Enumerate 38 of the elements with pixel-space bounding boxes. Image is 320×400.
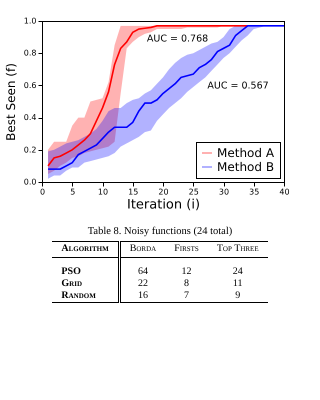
data-label: 16 [136, 290, 149, 302]
text: Algorithm [52, 242, 120, 257]
text: Top Three [208, 242, 268, 257]
data-label: 64 [136, 264, 149, 278]
x-tick-label: 30 [218, 188, 230, 196]
x-tick-label: 35 [249, 188, 260, 196]
x-tick-label: 15 [128, 188, 138, 196]
x-axis-title: Iteration (i) [126, 198, 200, 212]
category-label: PSO [52, 257, 120, 278]
text: Table 8. Noisy functions (24 total) [86, 226, 234, 237]
category-label: Grid [52, 278, 120, 290]
data-label: 8 [183, 278, 190, 290]
data-label: 12 [180, 264, 193, 278]
y-tick-label: 0.2 [24, 145, 36, 154]
x-tick-label: 20 [158, 188, 169, 196]
y-tick-label: 1.0 [24, 16, 36, 26]
x-tick-label: 0 [40, 188, 46, 196]
data-label: 7 [183, 290, 190, 302]
category-label: Random [52, 290, 120, 302]
y-tick-label: 0.0 [24, 178, 36, 186]
data-label: 9 [234, 290, 242, 302]
text: Borda [119, 242, 166, 257]
y-axis-title: Best Seen (f) [4, 63, 18, 141]
y-tick-label: 0.8 [24, 48, 36, 58]
data-label: 22 [136, 278, 149, 290]
data-label: 11 [232, 278, 244, 290]
y-tick-label: 0.4 [24, 113, 36, 122]
x-tick-label: 40 [279, 188, 290, 196]
legend-label: Method B [217, 160, 274, 174]
x-tick-label: 25 [188, 188, 199, 196]
x-tick-label: 10 [98, 188, 108, 196]
data-label: 24 [232, 264, 244, 278]
legend-label: Method A [217, 146, 275, 160]
x-tick-label: 5 [70, 188, 76, 196]
text: Firsts [165, 242, 208, 257]
y-tick-label: 0.6 [24, 80, 36, 90]
annotation: AUC = 0.567 [207, 80, 269, 92]
annotation: AUC = 0.768 [146, 34, 208, 45]
